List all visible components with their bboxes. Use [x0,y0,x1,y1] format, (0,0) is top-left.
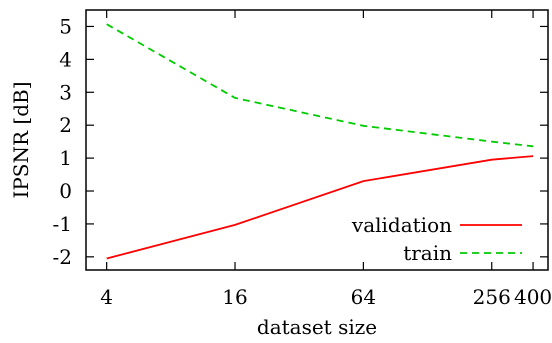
legend-label-validation: validation [351,213,452,237]
y-tick-label: 3 [59,80,72,104]
x-axis-ticks: 4 16 64 256 400 [100,10,552,309]
x-tick-label: 4 [100,285,113,309]
y-tick-label: 1 [59,146,72,170]
x-tick-label: 16 [222,285,247,309]
y-tick-label: 4 [59,47,72,71]
y-axis-ticks: 5 4 3 2 1 0 -1 -2 [53,14,548,269]
series-line-validation [106,155,534,260]
x-axis-label: dataset size [257,315,377,339]
y-tick-label: 0 [59,179,72,203]
y-tick-label: 2 [59,113,72,137]
x-tick-label: 256 [473,285,511,309]
x-tick-label: 64 [351,285,376,309]
legend-label-train: train [403,241,452,265]
legend: validation train [351,213,522,265]
plot-frame [85,9,549,271]
series-layer [106,23,534,260]
y-tick-label: -2 [53,245,72,269]
series-line-train [106,23,534,148]
y-tick-label: 5 [59,14,72,38]
y-axis-label: IPSNR [dB] [9,81,33,198]
x-tick-label: 400 [514,285,552,309]
y-tick-label: -1 [53,212,72,236]
